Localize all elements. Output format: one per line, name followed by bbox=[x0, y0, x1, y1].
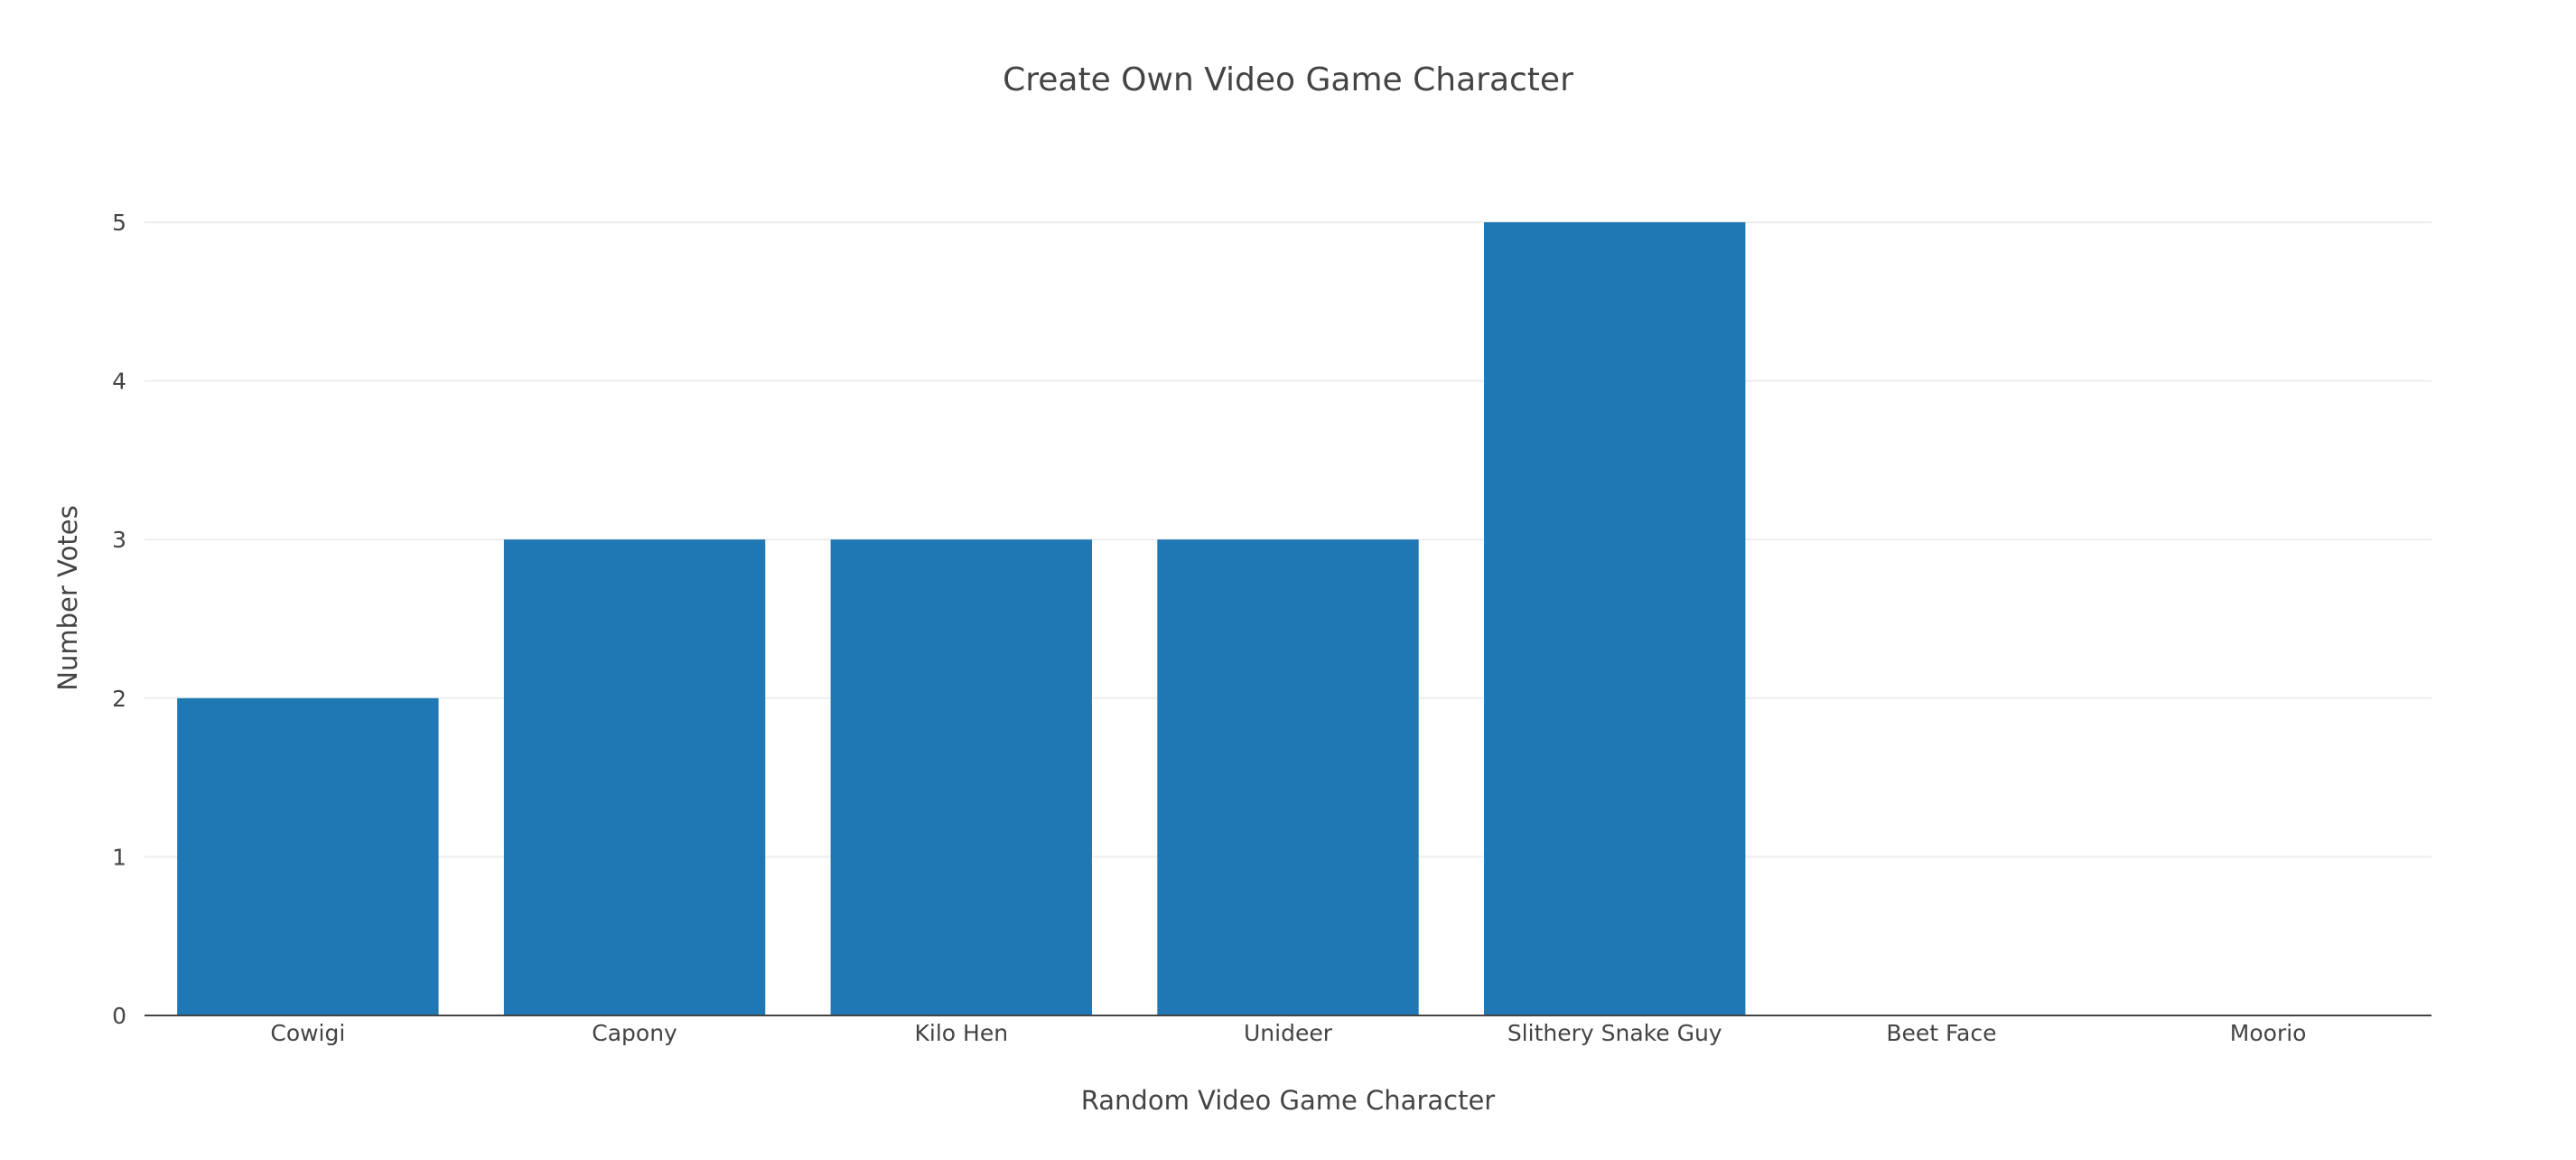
x-tick-label: Moorio bbox=[2230, 1020, 2307, 1046]
x-tick-label: Slithery Snake Guy bbox=[1507, 1020, 1722, 1046]
x-tick-label: Beet Face bbox=[1886, 1020, 1996, 1046]
y-tick-labels: 0 1 2 3 4 5 bbox=[112, 210, 126, 1029]
bar-capony[interactable] bbox=[503, 539, 766, 1015]
x-axis-title: Random Video Game Character bbox=[1081, 1085, 1496, 1116]
y-tick-label: 0 bbox=[112, 1003, 126, 1029]
bar-slithery-snake-guy[interactable] bbox=[1484, 222, 1746, 1015]
bars bbox=[177, 222, 1746, 1015]
y-tick-label: 3 bbox=[112, 527, 126, 553]
y-tick-label: 1 bbox=[112, 844, 126, 870]
y-tick-label: 5 bbox=[112, 210, 126, 236]
x-tick-label: Kilo Hen bbox=[915, 1020, 1009, 1046]
chart-title: Create Own Video Game Character bbox=[1003, 61, 1573, 98]
y-axis-title: Number Votes bbox=[52, 505, 83, 690]
x-tick-labels: Cowigi Capony Kilo Hen Unideer Slithery Snak… bbox=[270, 1020, 2306, 1046]
x-tick-label: Cowigi bbox=[270, 1020, 345, 1046]
y-tick-label: 4 bbox=[112, 369, 126, 395]
x-tick-label: Capony bbox=[592, 1020, 677, 1046]
y-tick-label: 2 bbox=[112, 686, 126, 712]
bar-unideer[interactable] bbox=[1157, 539, 1419, 1015]
x-tick-label: Unideer bbox=[1244, 1020, 1333, 1046]
bar-cowigi[interactable] bbox=[177, 697, 439, 1015]
bar-kilo-hen[interactable] bbox=[830, 539, 1092, 1015]
